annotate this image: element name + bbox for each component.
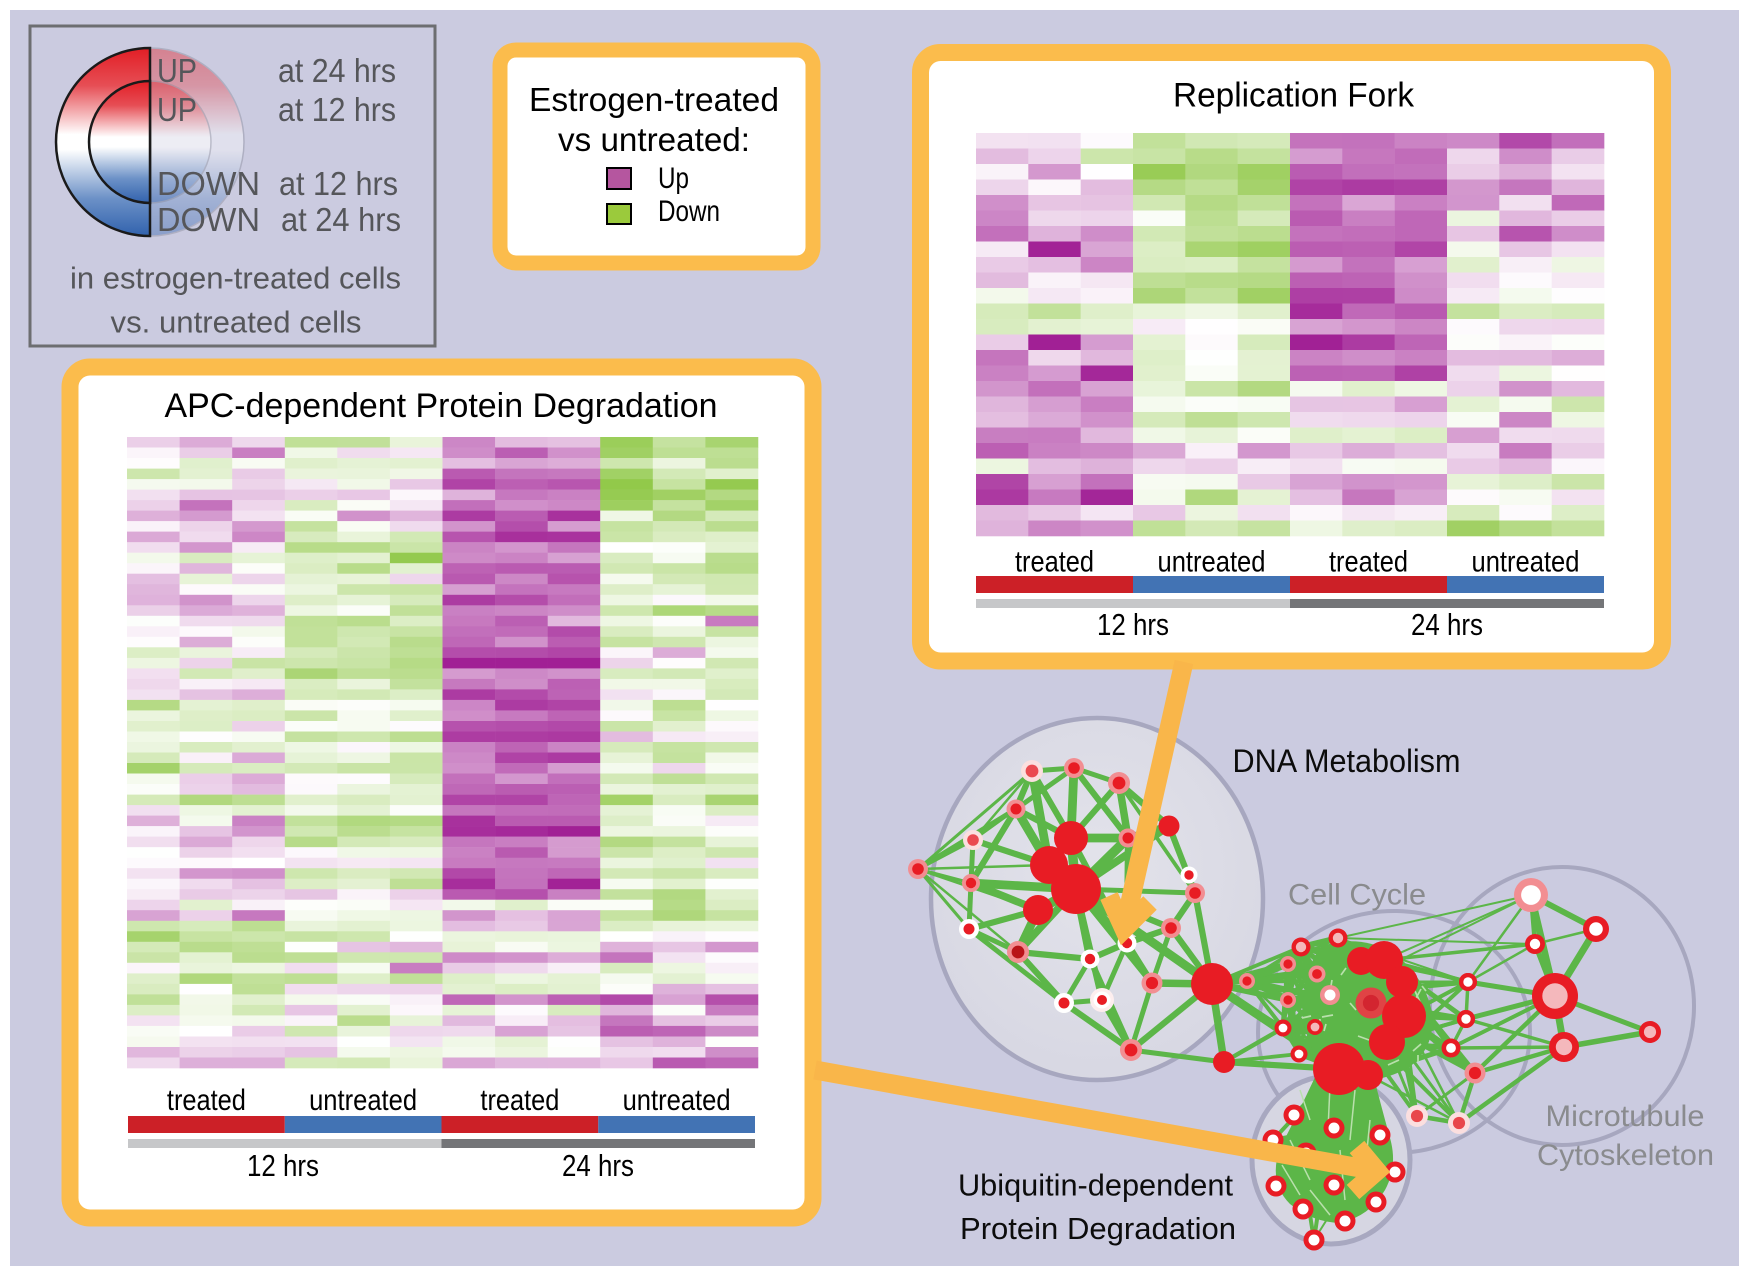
svg-text:in estrogen-treated cells: in estrogen-treated cells xyxy=(70,261,401,296)
svg-text:Cytoskeleton: Cytoskeleton xyxy=(1537,1139,1714,1172)
svg-text:Down: Down xyxy=(658,195,720,228)
svg-text:untreated: untreated xyxy=(1472,546,1580,579)
svg-text:at 24 hrs: at 24 hrs xyxy=(278,52,396,89)
svg-text:UP: UP xyxy=(157,52,197,89)
svg-text:UP: UP xyxy=(157,91,197,128)
svg-text:at 12 hrs: at 12 hrs xyxy=(279,165,398,202)
svg-text:12 hrs: 12 hrs xyxy=(1097,607,1169,642)
svg-text:Replication Fork: Replication Fork xyxy=(1173,77,1415,115)
svg-text:untreated: untreated xyxy=(1158,546,1266,579)
svg-text:untreated: untreated xyxy=(623,1084,731,1117)
svg-text:DNA Metabolism: DNA Metabolism xyxy=(1233,743,1461,779)
svg-text:Microtubule: Microtubule xyxy=(1546,1100,1705,1133)
svg-text:12 hrs: 12 hrs xyxy=(247,1148,319,1183)
svg-text:APC-dependent Protein Degradat: APC-dependent Protein Degradation xyxy=(165,387,718,425)
svg-text:treated: treated xyxy=(167,1084,246,1117)
svg-text:DOWN: DOWN xyxy=(157,165,260,202)
svg-text:Ubiquitin-dependent: Ubiquitin-dependent xyxy=(958,1167,1233,1202)
svg-text:DOWN: DOWN xyxy=(157,201,260,238)
svg-text:Protein Degradation: Protein Degradation xyxy=(960,1211,1236,1246)
svg-text:24 hrs: 24 hrs xyxy=(1411,607,1483,642)
svg-text:Up: Up xyxy=(658,162,689,195)
svg-text:treated: treated xyxy=(1015,546,1094,579)
svg-text:vs untreated:: vs untreated: xyxy=(558,121,750,158)
svg-text:treated: treated xyxy=(480,1084,559,1117)
svg-text:24 hrs: 24 hrs xyxy=(562,1148,634,1183)
svg-text:at 12 hrs: at 12 hrs xyxy=(278,91,396,128)
svg-text:at 24 hrs: at 24 hrs xyxy=(281,201,401,238)
svg-text:vs. untreated cells: vs. untreated cells xyxy=(111,305,362,340)
svg-text:untreated: untreated xyxy=(309,1084,417,1117)
svg-text:treated: treated xyxy=(1329,546,1408,579)
svg-text:Estrogen-treated: Estrogen-treated xyxy=(529,81,779,118)
svg-text:Cell Cycle: Cell Cycle xyxy=(1288,878,1426,911)
